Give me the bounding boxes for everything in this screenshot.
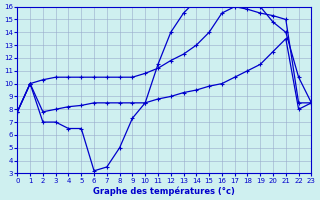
X-axis label: Graphe des températures (°c): Graphe des températures (°c): [93, 186, 235, 196]
